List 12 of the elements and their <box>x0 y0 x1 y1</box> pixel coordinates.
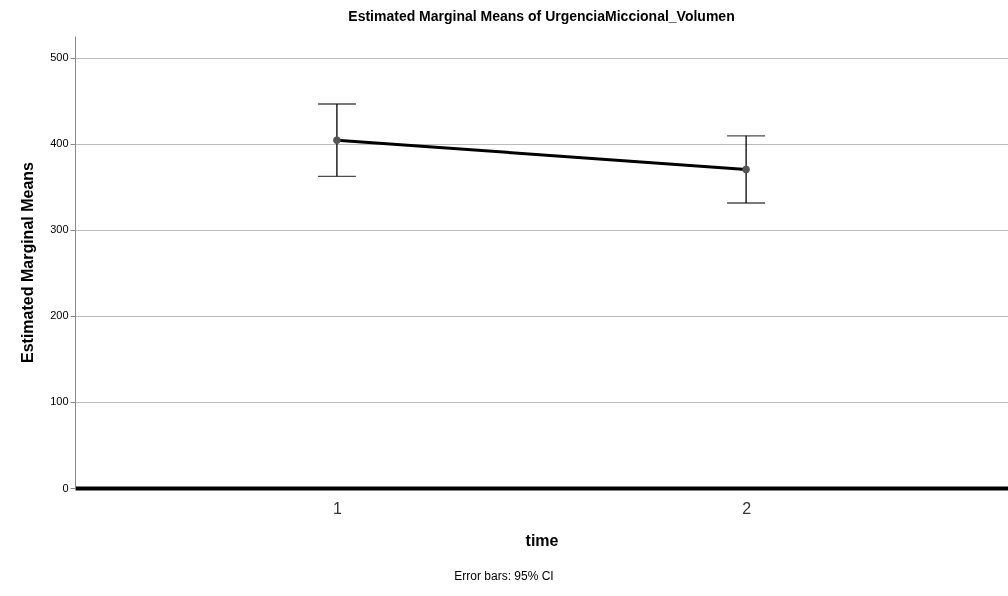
y-tick-label: 500 <box>50 51 69 64</box>
text: Error bars: 95% CI <box>453 569 555 583</box>
y-tick-label: 200 <box>50 309 69 322</box>
y-tick-label: 400 <box>50 137 69 150</box>
y-tick-label: 300 <box>50 223 69 236</box>
x-tick-label: 2 <box>742 499 752 517</box>
chart-title: Estimated Marginal Means of UrgenciaMiccional_Volumen <box>348 8 735 24</box>
y-tick-label: 0 <box>62 481 69 494</box>
y-axis-title: Estimated Marginal Means <box>19 161 37 363</box>
y-tick-label: 100 <box>50 395 69 408</box>
x-tick-label: 1 <box>332 499 342 517</box>
x-axis-title: time <box>525 531 559 549</box>
